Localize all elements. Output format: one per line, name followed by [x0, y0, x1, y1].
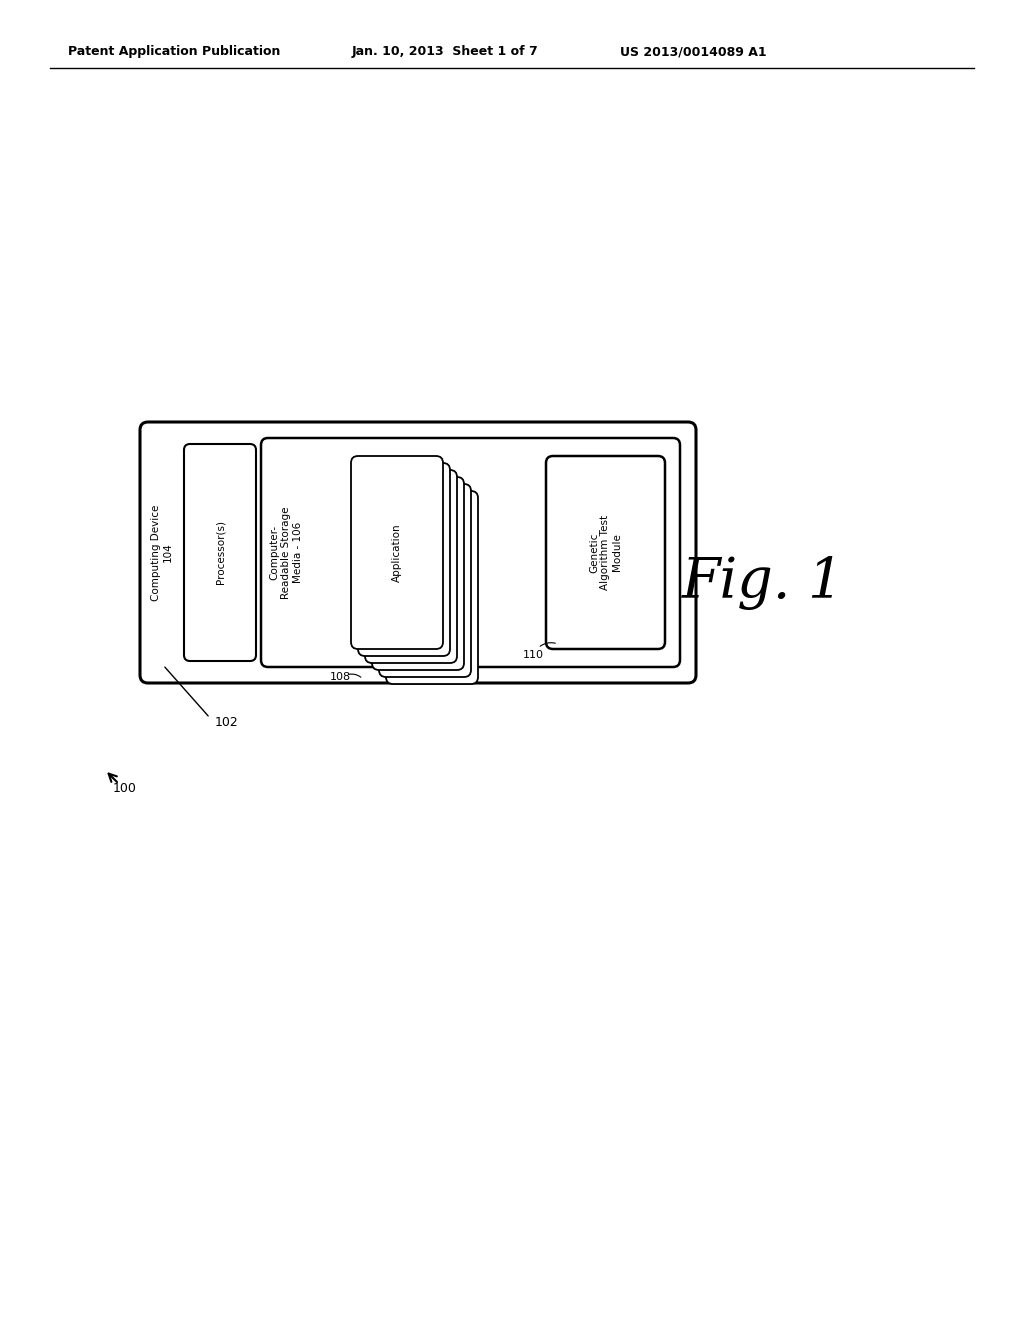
Text: 108: 108 — [330, 672, 350, 682]
FancyBboxPatch shape — [546, 455, 665, 649]
Text: Fig. 1: Fig. 1 — [682, 556, 844, 610]
Text: Computing Device
104: Computing Device 104 — [152, 504, 173, 601]
Text: Application: Application — [392, 523, 402, 582]
Text: Processor(s): Processor(s) — [215, 520, 225, 585]
Text: 102: 102 — [215, 717, 239, 730]
FancyBboxPatch shape — [261, 438, 680, 667]
FancyBboxPatch shape — [365, 470, 457, 663]
FancyBboxPatch shape — [358, 463, 450, 656]
Text: Genetic
Algorithm Test
Module: Genetic Algorithm Test Module — [589, 515, 623, 590]
Text: US 2013/0014089 A1: US 2013/0014089 A1 — [620, 45, 767, 58]
Text: 100: 100 — [113, 781, 137, 795]
Text: Computer-
Readable Storage
Media - 106: Computer- Readable Storage Media - 106 — [269, 507, 303, 599]
FancyBboxPatch shape — [351, 455, 443, 649]
FancyBboxPatch shape — [379, 484, 471, 677]
FancyBboxPatch shape — [140, 422, 696, 682]
Text: Patent Application Publication: Patent Application Publication — [68, 45, 281, 58]
FancyBboxPatch shape — [386, 491, 478, 684]
Text: Jan. 10, 2013  Sheet 1 of 7: Jan. 10, 2013 Sheet 1 of 7 — [352, 45, 539, 58]
FancyBboxPatch shape — [184, 444, 256, 661]
FancyBboxPatch shape — [372, 477, 464, 671]
Text: 110: 110 — [522, 649, 544, 660]
